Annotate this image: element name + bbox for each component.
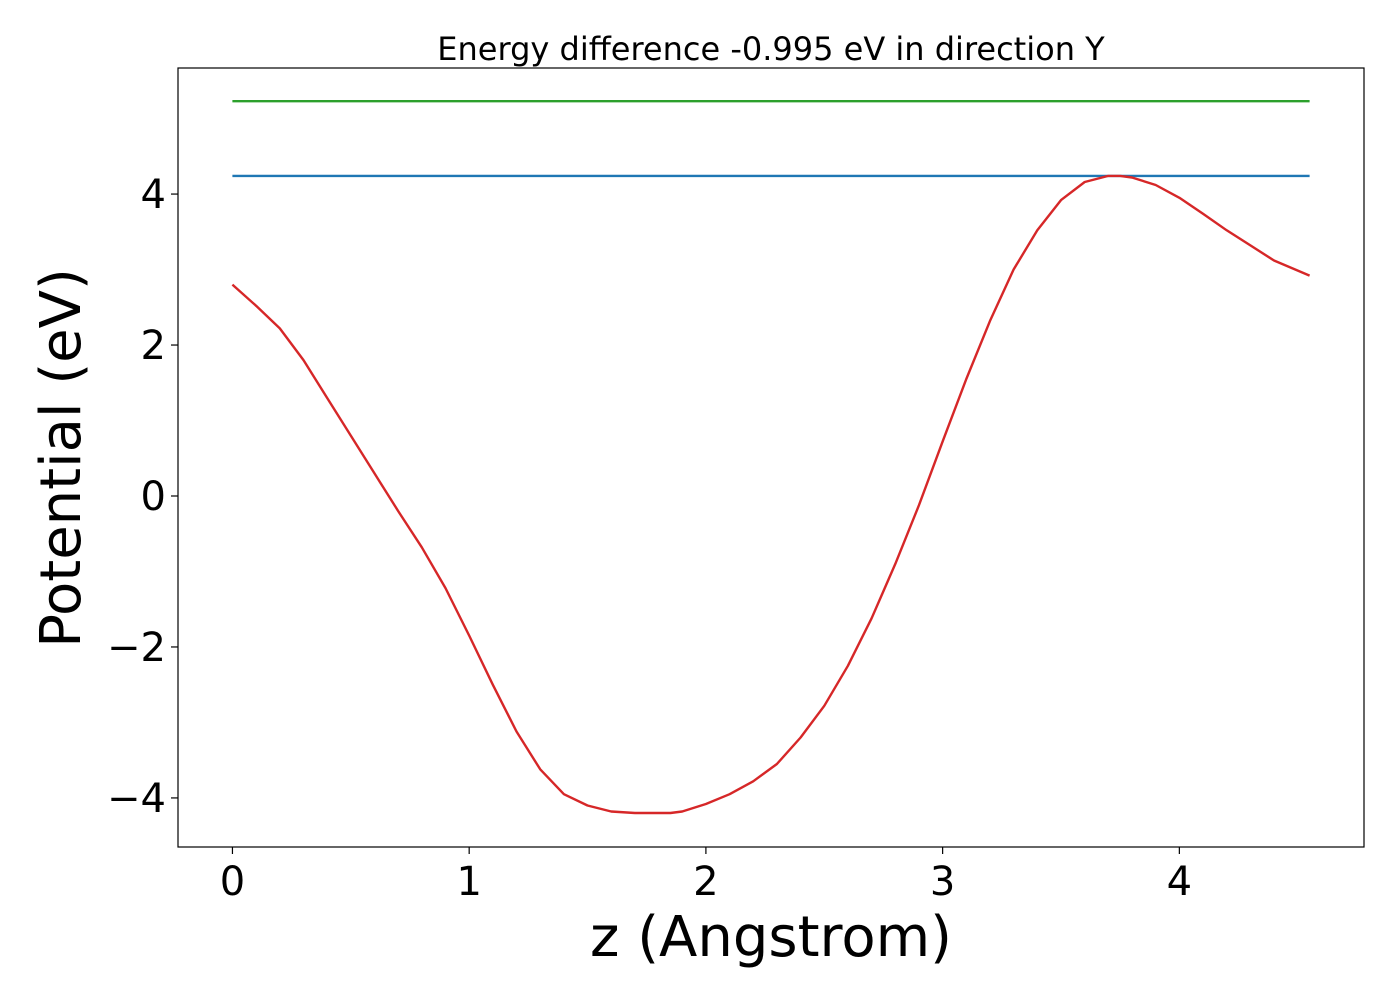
y-axis-label: Potential (eV) <box>29 268 94 648</box>
x-tick-label: 3 <box>930 859 955 905</box>
y-tick-label: 2 <box>141 323 166 369</box>
x-tick-label: 4 <box>1167 859 1192 905</box>
y-tick-label: −4 <box>107 776 166 822</box>
y-tick-label: −2 <box>107 625 166 671</box>
plot-area <box>231 99 1311 815</box>
x-axis-label: z (Angstrom) <box>590 905 952 970</box>
chart-title: Energy difference -0.995 eV in direction… <box>437 30 1105 68</box>
x-tick-label: 1 <box>456 859 481 905</box>
x-axis-ticks: 0 1 2 3 4 <box>220 847 1192 905</box>
y-tick-label: 4 <box>141 172 166 218</box>
y-axis-ticks: −4 −2 0 2 4 <box>107 172 178 822</box>
y-tick-label: 0 <box>141 474 166 520</box>
x-tick-label: 0 <box>220 859 245 905</box>
x-tick-label: 2 <box>693 859 718 905</box>
axes-frame <box>177 67 1365 848</box>
series-line-3 <box>231 174 1311 815</box>
